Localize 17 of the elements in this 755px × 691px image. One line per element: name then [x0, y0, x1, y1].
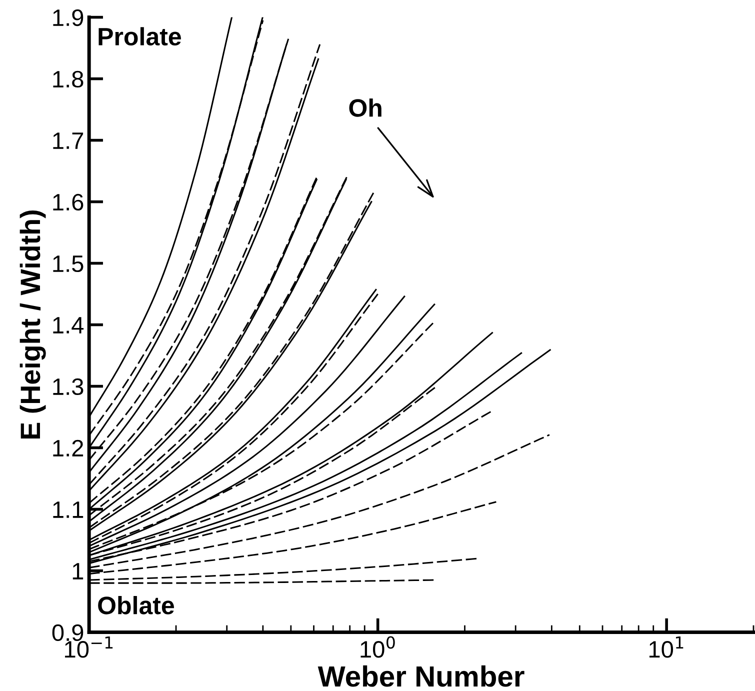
- y-tick-label: 1: [72, 563, 84, 580]
- annotation: Oblate: [98, 596, 174, 614]
- y-tick-label: 1.5: [53, 256, 84, 272]
- y-tick-label: 1.6: [53, 194, 84, 211]
- x-tick-label: 10$^{1}$: [649, 636, 684, 658]
- y-tick-label: 1.3: [53, 378, 84, 396]
- y-tick-label: 1.8: [53, 70, 84, 88]
- annotation: Oh: [349, 98, 382, 117]
- y-axis-title: E (Height / Width): [20, 210, 46, 438]
- x-axis-title: Weber Number: [318, 665, 524, 687]
- y-tick-label: 1.2: [53, 440, 84, 456]
- y-tick-label: 1.7: [53, 132, 84, 149]
- annotation: Prolate: [98, 27, 181, 46]
- y-tick-label: 1.1: [53, 502, 84, 518]
- y-tick-label: 1.4: [53, 317, 84, 334]
- y-tick-label: 1.9: [53, 9, 84, 26]
- x-tick-label: 10$^{0}$: [360, 636, 395, 658]
